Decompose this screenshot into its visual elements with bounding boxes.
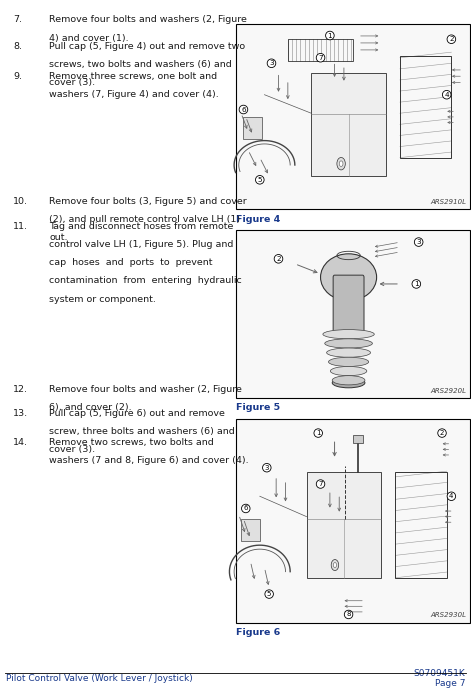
Text: 6: 6 [241,107,246,112]
Text: Pull cap (5, Figure 4) out and remove two: Pull cap (5, Figure 4) out and remove tw… [49,42,245,51]
Text: 13.: 13. [13,409,28,418]
Bar [395,472,447,578]
Text: Figure 4: Figure 4 [236,215,281,224]
Text: Figure 5: Figure 5 [236,403,281,413]
Text: 8: 8 [346,611,351,618]
Ellipse shape [325,339,373,348]
Text: 5: 5 [267,591,271,597]
Text: screw, three bolts and washers (6) and: screw, three bolts and washers (6) and [49,427,235,436]
Text: contamination  from  entering  hydraulic: contamination from entering hydraulic [49,276,242,285]
Text: ARS2910L: ARS2910L [430,199,466,205]
Bar [236,230,470,398]
Text: S0709451K: S0709451K [414,669,465,678]
Bar [236,24,470,209]
Bar [400,56,451,158]
Text: 6: 6 [244,505,248,512]
Bar [244,117,262,139]
Text: Page 7: Page 7 [435,679,465,688]
Text: 4: 4 [449,493,454,499]
Text: 2: 2 [449,36,454,42]
Text: 9.: 9. [13,72,22,81]
Text: Pull cap (5, Figure 6) out and remove: Pull cap (5, Figure 6) out and remove [49,409,225,418]
Text: 7.: 7. [13,15,22,24]
Ellipse shape [321,254,377,301]
Text: system or component.: system or component. [49,295,156,304]
Ellipse shape [332,378,365,388]
Text: washers (7, Figure 4) and cover (4).: washers (7, Figure 4) and cover (4). [49,90,219,99]
Text: 3: 3 [416,239,421,245]
Ellipse shape [330,366,367,376]
Text: 11.: 11. [13,222,28,231]
Text: Remove three screws, one bolt and: Remove three screws, one bolt and [49,72,218,81]
Text: cap  hoses  and  ports  to  prevent: cap hoses and ports to prevent [49,258,213,267]
Text: 10.: 10. [13,197,28,206]
Text: 3: 3 [269,60,274,66]
Text: Remove four bolts and washers (2, Figure: Remove four bolts and washers (2, Figure [49,15,247,24]
Text: screws, two bolts and washers (6) and: screws, two bolts and washers (6) and [49,60,232,69]
Circle shape [333,563,337,567]
Text: Tag and disconnect hoses from remote: Tag and disconnect hoses from remote [49,222,234,231]
Ellipse shape [323,329,374,339]
Text: washers (7 and 8, Figure 6) and cover (4).: washers (7 and 8, Figure 6) and cover (4… [49,456,249,466]
Text: 4) and cover (1).: 4) and cover (1). [49,34,129,43]
Text: out.: out. [49,233,68,242]
Text: Pilot Control Valve (Work Lever / Joystick): Pilot Control Valve (Work Lever / Joysti… [6,674,192,683]
FancyBboxPatch shape [333,275,364,333]
Text: 14.: 14. [13,438,28,447]
Circle shape [337,158,345,170]
Text: 1: 1 [316,430,320,436]
Bar [307,472,382,578]
Circle shape [339,161,343,166]
Bar [311,73,386,176]
Text: 7: 7 [318,54,323,61]
Text: 8.: 8. [13,42,22,51]
Text: cover (3).: cover (3). [49,78,96,87]
Bar [353,435,363,443]
Text: 6), and cover (2).: 6), and cover (2). [49,403,132,413]
Text: ARS2930L: ARS2930L [430,612,466,618]
Bar [241,519,260,541]
Ellipse shape [332,376,365,385]
Text: Figure 6: Figure 6 [236,628,281,637]
Text: 4: 4 [444,91,449,98]
Bar [236,419,470,623]
Text: 5: 5 [258,177,262,183]
Text: Remove four bolts and washer (2, Figure: Remove four bolts and washer (2, Figure [49,385,243,394]
Text: 1: 1 [414,281,419,287]
Text: 7: 7 [318,481,323,487]
Text: 2: 2 [276,256,281,262]
Text: 2: 2 [440,430,444,436]
Text: Remove four bolts (3, Figure 5) and cover: Remove four bolts (3, Figure 5) and cove… [49,197,247,206]
Text: ARS2920L: ARS2920L [430,387,466,394]
Text: cover (3).: cover (3). [49,445,96,454]
Bar [288,39,353,61]
Ellipse shape [326,348,371,357]
Ellipse shape [328,357,369,366]
Text: control valve LH (1, Figure 5). Plug and: control valve LH (1, Figure 5). Plug and [49,240,234,249]
Circle shape [331,560,339,570]
Text: (2), and pull remote control valve LH (1): (2), and pull remote control valve LH (1… [49,215,241,224]
Text: 1: 1 [327,33,332,38]
Text: 12.: 12. [13,385,28,394]
Text: Remove two screws, two bolts and: Remove two screws, two bolts and [49,438,214,447]
Text: 3: 3 [265,465,269,470]
